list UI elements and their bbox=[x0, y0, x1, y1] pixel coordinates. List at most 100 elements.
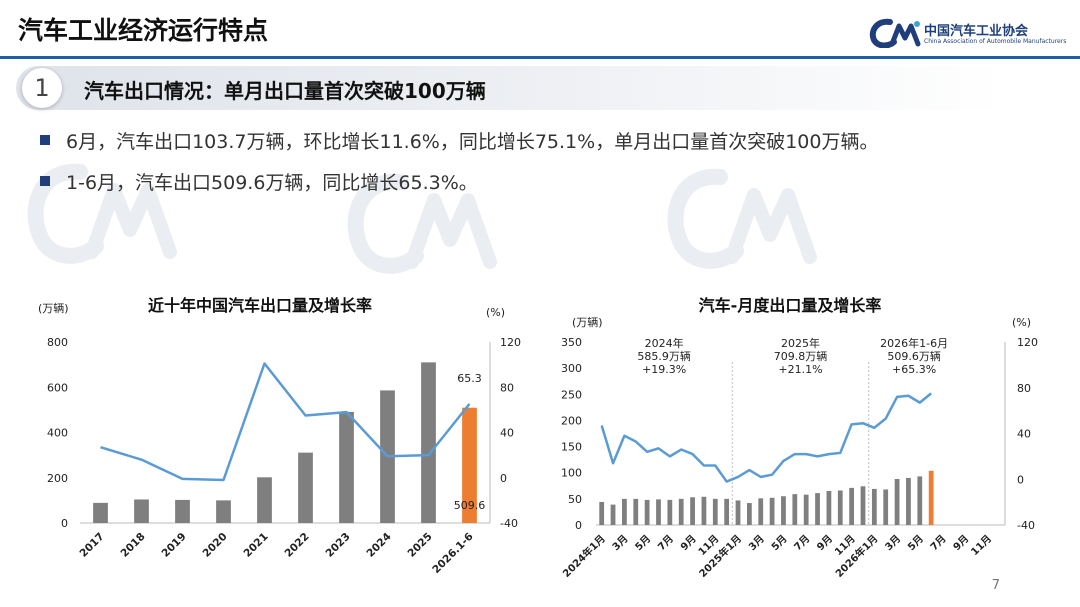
chart2-title: 汽车-月度出口量及增长率 bbox=[699, 296, 882, 315]
title-divider bbox=[0, 56, 1080, 59]
chart2-bar bbox=[622, 498, 627, 525]
chart2-y-tick-label: 350 bbox=[561, 336, 582, 349]
chart1-x-tick-label: 2025 bbox=[405, 531, 434, 560]
chart1-y2-tick-label: 40 bbox=[500, 427, 514, 440]
bullet-text: 6月，汽车出口103.7万辆，环比增长11.6%，同比增长75.1%，单月出口量… bbox=[66, 131, 879, 153]
chart2-bar bbox=[849, 487, 855, 525]
chart1-y-unit: (万辆) bbox=[38, 301, 69, 315]
chart1-x-tick-label: 2026.1-6 bbox=[430, 531, 475, 576]
chart1-bar bbox=[339, 411, 354, 523]
chart1-y-tick-label: 800 bbox=[47, 336, 68, 349]
chart2-x-tick-label: 7月 bbox=[928, 533, 948, 553]
chart2-bar bbox=[894, 478, 900, 525]
chart2-bar bbox=[724, 498, 730, 525]
chart1-bar bbox=[421, 362, 436, 523]
chart2-x-tick-label: 5月 bbox=[769, 533, 789, 553]
chart1-x-tick-label: 2020 bbox=[200, 531, 229, 560]
chart2-y-tick-label: 100 bbox=[561, 467, 582, 480]
chart1-growth-line bbox=[100, 362, 471, 482]
chart2-bar bbox=[803, 494, 809, 525]
chart2-y-tick-label: 150 bbox=[561, 441, 582, 454]
chart2-x-tick-label: 2024年1月 bbox=[560, 532, 608, 580]
page-number: 7 bbox=[991, 578, 1000, 593]
chart1-x-tick-label: 2017 bbox=[77, 531, 106, 560]
bullet-square-icon bbox=[40, 176, 50, 186]
chart2-bar bbox=[633, 498, 639, 525]
chart1-y-tick-label: 0 bbox=[61, 517, 68, 530]
chart1-bar bbox=[93, 502, 108, 523]
bullet-text: 1-6月，汽车出口509.6万辆，同比增长65.3%。 bbox=[66, 172, 478, 194]
chart1-data-label-line: 65.3 bbox=[457, 372, 482, 385]
chart2-bar bbox=[644, 499, 650, 525]
chart2-bar bbox=[610, 504, 616, 525]
chart2-annotation-line: +65.3% bbox=[892, 363, 936, 376]
chart2-bar bbox=[883, 489, 889, 525]
chart2-bar bbox=[758, 498, 764, 525]
chart1-y2-tick-label: -40 bbox=[500, 517, 518, 530]
chart2-y-unit: (万辆) bbox=[572, 315, 603, 329]
chart2-annotation-line: +19.3% bbox=[642, 363, 686, 376]
chart2-annotation-line: 2026年1-6月 bbox=[880, 336, 948, 350]
chart1-y-tick-label: 600 bbox=[47, 381, 68, 394]
chart2-annotation-line: 509.6万辆 bbox=[887, 349, 941, 363]
chart2-annotation-line: 2025年 bbox=[781, 336, 820, 350]
chart2-y-tick-label: 300 bbox=[561, 362, 582, 375]
chart1-y-tick-label: 400 bbox=[47, 427, 68, 440]
chart2-x-tick-label: 3月 bbox=[883, 533, 903, 553]
chart2-y-tick-label: 200 bbox=[561, 414, 582, 427]
chart2-bar bbox=[746, 503, 752, 525]
chart2-bar bbox=[701, 496, 707, 525]
caam-logo: 中国汽车工业协会 China Association of Automobile… bbox=[868, 16, 1066, 50]
chart2-y-tick-label: 50 bbox=[568, 493, 582, 506]
chart2-bar bbox=[781, 496, 786, 525]
chart2-x-tick-label: 11月 bbox=[969, 533, 994, 558]
bullet-item: 6月，汽车出口103.7万辆，环比增长11.6%，同比增长75.1%，单月出口量… bbox=[40, 127, 878, 154]
chart1-y2-tick-label: 120 bbox=[500, 336, 521, 349]
chart1-x-tick-label: 2019 bbox=[159, 531, 188, 560]
bullet-square-icon bbox=[40, 135, 50, 145]
chart2-bar bbox=[815, 493, 820, 525]
chart2-bar bbox=[871, 488, 877, 525]
chart1-x-tick-label: 2024 bbox=[364, 531, 393, 560]
chart2-annotation-line: 2024年 bbox=[645, 336, 684, 350]
chart1-x-tick-label: 2018 bbox=[118, 531, 147, 560]
chart2-annotation-line: +21.1% bbox=[778, 363, 822, 376]
chart2-y2-tick-label: 40 bbox=[1017, 428, 1031, 441]
chart1-bar bbox=[216, 500, 231, 523]
chart2-bar bbox=[837, 490, 843, 525]
chart2-y-tick-label: 250 bbox=[561, 388, 582, 401]
chart1-data-label-bar: 509.6 bbox=[454, 499, 486, 512]
chart1-x-tick-label: 2021 bbox=[241, 531, 270, 560]
chart1-bar bbox=[134, 499, 149, 523]
chart2-x-tick-label: 7月 bbox=[792, 533, 812, 553]
chart1-bar bbox=[298, 452, 313, 523]
chart2-y2-tick-label: 120 bbox=[1017, 336, 1038, 349]
chart2-annotation-line: 585.9万辆 bbox=[637, 349, 691, 363]
page-header: 汽车工业经济运行特点 中国汽车工业协会 China Association of… bbox=[0, 0, 1080, 59]
chart2-bar bbox=[678, 498, 684, 525]
chart2-growth-line bbox=[600, 392, 932, 483]
chart2-bar bbox=[860, 486, 866, 525]
chart1-bar bbox=[462, 407, 477, 523]
chart1-title: 近十年中国汽车出口量及增长率 bbox=[148, 296, 372, 315]
chart2-y2-tick-label: -40 bbox=[1017, 519, 1035, 532]
chart2-x-tick-label: 5月 bbox=[905, 533, 925, 553]
chart2-y-tick-label: 0 bbox=[575, 519, 582, 532]
chart2-bar bbox=[769, 497, 775, 525]
chart2-bar bbox=[712, 498, 718, 525]
chart2-bar bbox=[792, 494, 798, 525]
chart1-x-tick-label: 2023 bbox=[323, 531, 352, 560]
caam-logo-icon bbox=[869, 18, 921, 48]
section-title: 汽车出口情况：单月出口量首次突破100万辆 bbox=[84, 79, 486, 103]
chart2-y2-tick-label: 0 bbox=[1017, 473, 1024, 486]
chart1-y2-unit: (%) bbox=[486, 306, 505, 319]
chart2-bar bbox=[667, 499, 673, 525]
chart2-x-tick-label: 3月 bbox=[610, 533, 630, 553]
chart2-x-tick-label: 7月 bbox=[655, 533, 675, 553]
logo-chinese-name: 中国汽车工业协会 bbox=[924, 24, 1029, 39]
chart2-x-tick-label: 5月 bbox=[633, 533, 653, 553]
chart1-y-tick-label: 200 bbox=[47, 472, 68, 485]
chart2-bar bbox=[917, 476, 923, 525]
page-title: 汽车工业经济运行特点 bbox=[18, 16, 269, 45]
